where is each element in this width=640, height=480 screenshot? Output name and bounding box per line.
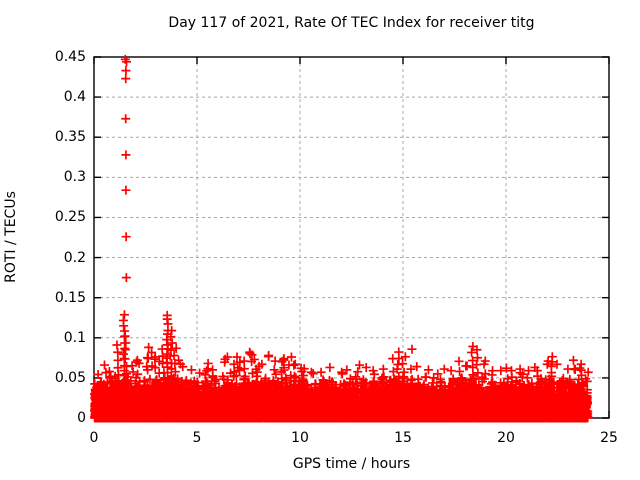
y-tick-label: 0.05 — [54, 369, 86, 386]
y-tick-label: 0.1 — [63, 329, 86, 346]
y-tick-label: 0.35 — [54, 129, 86, 146]
x-tick-label: 5 — [192, 430, 202, 446]
y-tick-label: 0.45 — [54, 49, 86, 65]
y-tick-label: 0 — [77, 410, 86, 426]
x-tick-label: 0 — [89, 430, 99, 446]
x-tick-label: 20 — [497, 430, 515, 446]
y-tick-label: 0.2 — [63, 249, 86, 266]
x-tick-label: 10 — [291, 430, 309, 446]
x-axis-label: GPS time / hours — [292, 456, 411, 472]
x-tick-label: 25 — [600, 430, 618, 446]
y-tick-label: 0.25 — [54, 209, 86, 226]
y-tick-label: 0.4 — [63, 89, 86, 106]
y-tick-label: 0.3 — [63, 169, 86, 186]
chart-title: Day 117 of 2021, Rate Of TEC Index for r… — [168, 15, 535, 31]
y-tick-label: 0.15 — [54, 289, 86, 306]
x-tick-label: 15 — [394, 430, 412, 446]
